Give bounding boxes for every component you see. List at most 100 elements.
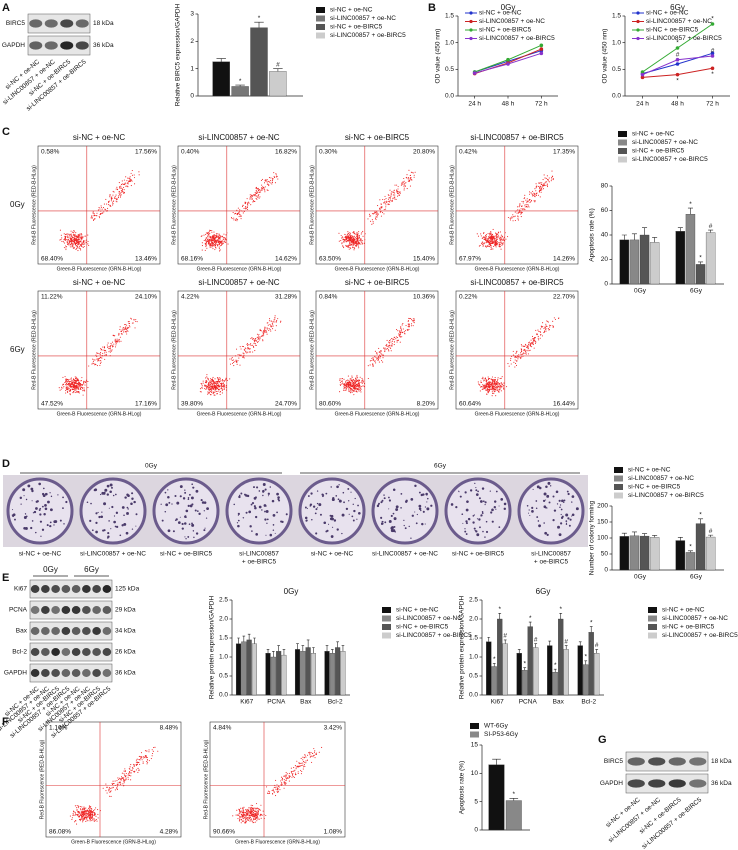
x-tick-label: 24 h bbox=[636, 101, 649, 108]
event-dot bbox=[208, 243, 209, 244]
event-dot bbox=[122, 189, 123, 190]
colony bbox=[87, 501, 89, 503]
event-dot bbox=[78, 244, 79, 245]
event-dot bbox=[353, 245, 354, 246]
event-dot bbox=[549, 181, 550, 182]
event-dot bbox=[358, 241, 359, 242]
event-dot bbox=[344, 237, 345, 238]
colony bbox=[317, 490, 318, 491]
bar bbox=[492, 667, 497, 696]
event-dot bbox=[286, 774, 287, 775]
event-dot bbox=[390, 339, 391, 340]
error-bar bbox=[652, 535, 657, 537]
event-dot bbox=[558, 318, 559, 319]
error-bar bbox=[493, 663, 496, 666]
colony bbox=[173, 530, 175, 532]
error-bar bbox=[642, 534, 647, 537]
event-dot bbox=[109, 196, 110, 197]
event-dot bbox=[397, 330, 398, 331]
event-dot bbox=[76, 391, 77, 392]
event-dot bbox=[360, 390, 361, 391]
event-dot bbox=[483, 387, 484, 388]
event-dot bbox=[81, 238, 82, 239]
colony bbox=[42, 493, 44, 495]
event-dot bbox=[373, 221, 374, 222]
event-dot bbox=[351, 244, 352, 245]
event-dot bbox=[122, 183, 123, 184]
event-dot bbox=[140, 756, 141, 757]
event-dot bbox=[125, 326, 126, 327]
event-dot bbox=[121, 192, 122, 193]
event-dot bbox=[121, 190, 122, 191]
bar bbox=[594, 653, 599, 695]
event-dot bbox=[269, 324, 270, 325]
event-dot bbox=[117, 189, 118, 190]
event-dot bbox=[301, 765, 302, 766]
event-dot bbox=[408, 324, 409, 325]
event-dot bbox=[348, 376, 349, 377]
event-dot bbox=[206, 374, 207, 375]
event-dot bbox=[529, 200, 530, 201]
event-dot bbox=[107, 344, 108, 345]
event-dot bbox=[280, 321, 281, 322]
event-dot bbox=[65, 392, 66, 393]
event-dot bbox=[353, 379, 354, 380]
bar bbox=[640, 536, 649, 570]
event-dot bbox=[256, 199, 257, 200]
event-dot bbox=[258, 808, 259, 809]
event-dot bbox=[75, 249, 76, 250]
event-dot bbox=[510, 219, 511, 220]
event-dot bbox=[205, 246, 206, 247]
event-dot bbox=[391, 200, 392, 201]
bar bbox=[341, 651, 346, 695]
event-dot bbox=[304, 764, 305, 765]
event-dot bbox=[350, 238, 351, 239]
event-dot bbox=[535, 200, 536, 201]
event-dot bbox=[540, 196, 541, 197]
event-dot bbox=[146, 763, 147, 764]
event-dot bbox=[239, 811, 240, 812]
event-dot bbox=[289, 773, 290, 774]
event-dot bbox=[264, 188, 265, 189]
event-dot bbox=[210, 380, 211, 381]
event-dot bbox=[61, 241, 62, 242]
quadrant-percent: 86.08% bbox=[49, 829, 71, 836]
colony bbox=[45, 493, 48, 496]
event-dot bbox=[87, 381, 88, 382]
plate bbox=[8, 479, 72, 543]
event-dot bbox=[408, 318, 409, 319]
event-dot bbox=[525, 200, 526, 201]
event-dot bbox=[344, 388, 345, 389]
event-dot bbox=[489, 235, 490, 236]
event-dot bbox=[489, 390, 490, 391]
point bbox=[506, 58, 510, 62]
event-dot bbox=[520, 214, 521, 215]
event-dot bbox=[482, 384, 483, 385]
significance-mark: * bbox=[559, 606, 562, 613]
event-dot bbox=[486, 247, 487, 248]
event-dot bbox=[73, 391, 74, 392]
event-dot bbox=[357, 391, 358, 392]
event-dot bbox=[479, 385, 480, 386]
event-dot bbox=[359, 389, 360, 390]
x-tick-label: 48 h bbox=[671, 101, 684, 108]
colony bbox=[165, 504, 167, 506]
event-dot bbox=[104, 359, 105, 360]
significance-mark: # bbox=[676, 51, 680, 58]
event-dot bbox=[256, 815, 257, 816]
event-dot bbox=[86, 813, 87, 814]
colony bbox=[30, 527, 32, 529]
event-dot bbox=[106, 787, 107, 788]
event-dot bbox=[214, 249, 215, 250]
event-dot bbox=[477, 233, 478, 234]
event-dot bbox=[123, 773, 124, 774]
event-dot bbox=[272, 793, 273, 794]
colony bbox=[116, 526, 118, 528]
event-dot bbox=[501, 249, 502, 250]
plate bbox=[227, 479, 291, 543]
event-dot bbox=[92, 359, 93, 360]
event-dot bbox=[115, 342, 116, 343]
y-tick-label: 0 bbox=[604, 567, 608, 574]
legend-label: si-NC + oe-BIRC5 bbox=[479, 27, 532, 34]
legend-label: si-LINC00857 + oe-NC bbox=[646, 18, 712, 25]
